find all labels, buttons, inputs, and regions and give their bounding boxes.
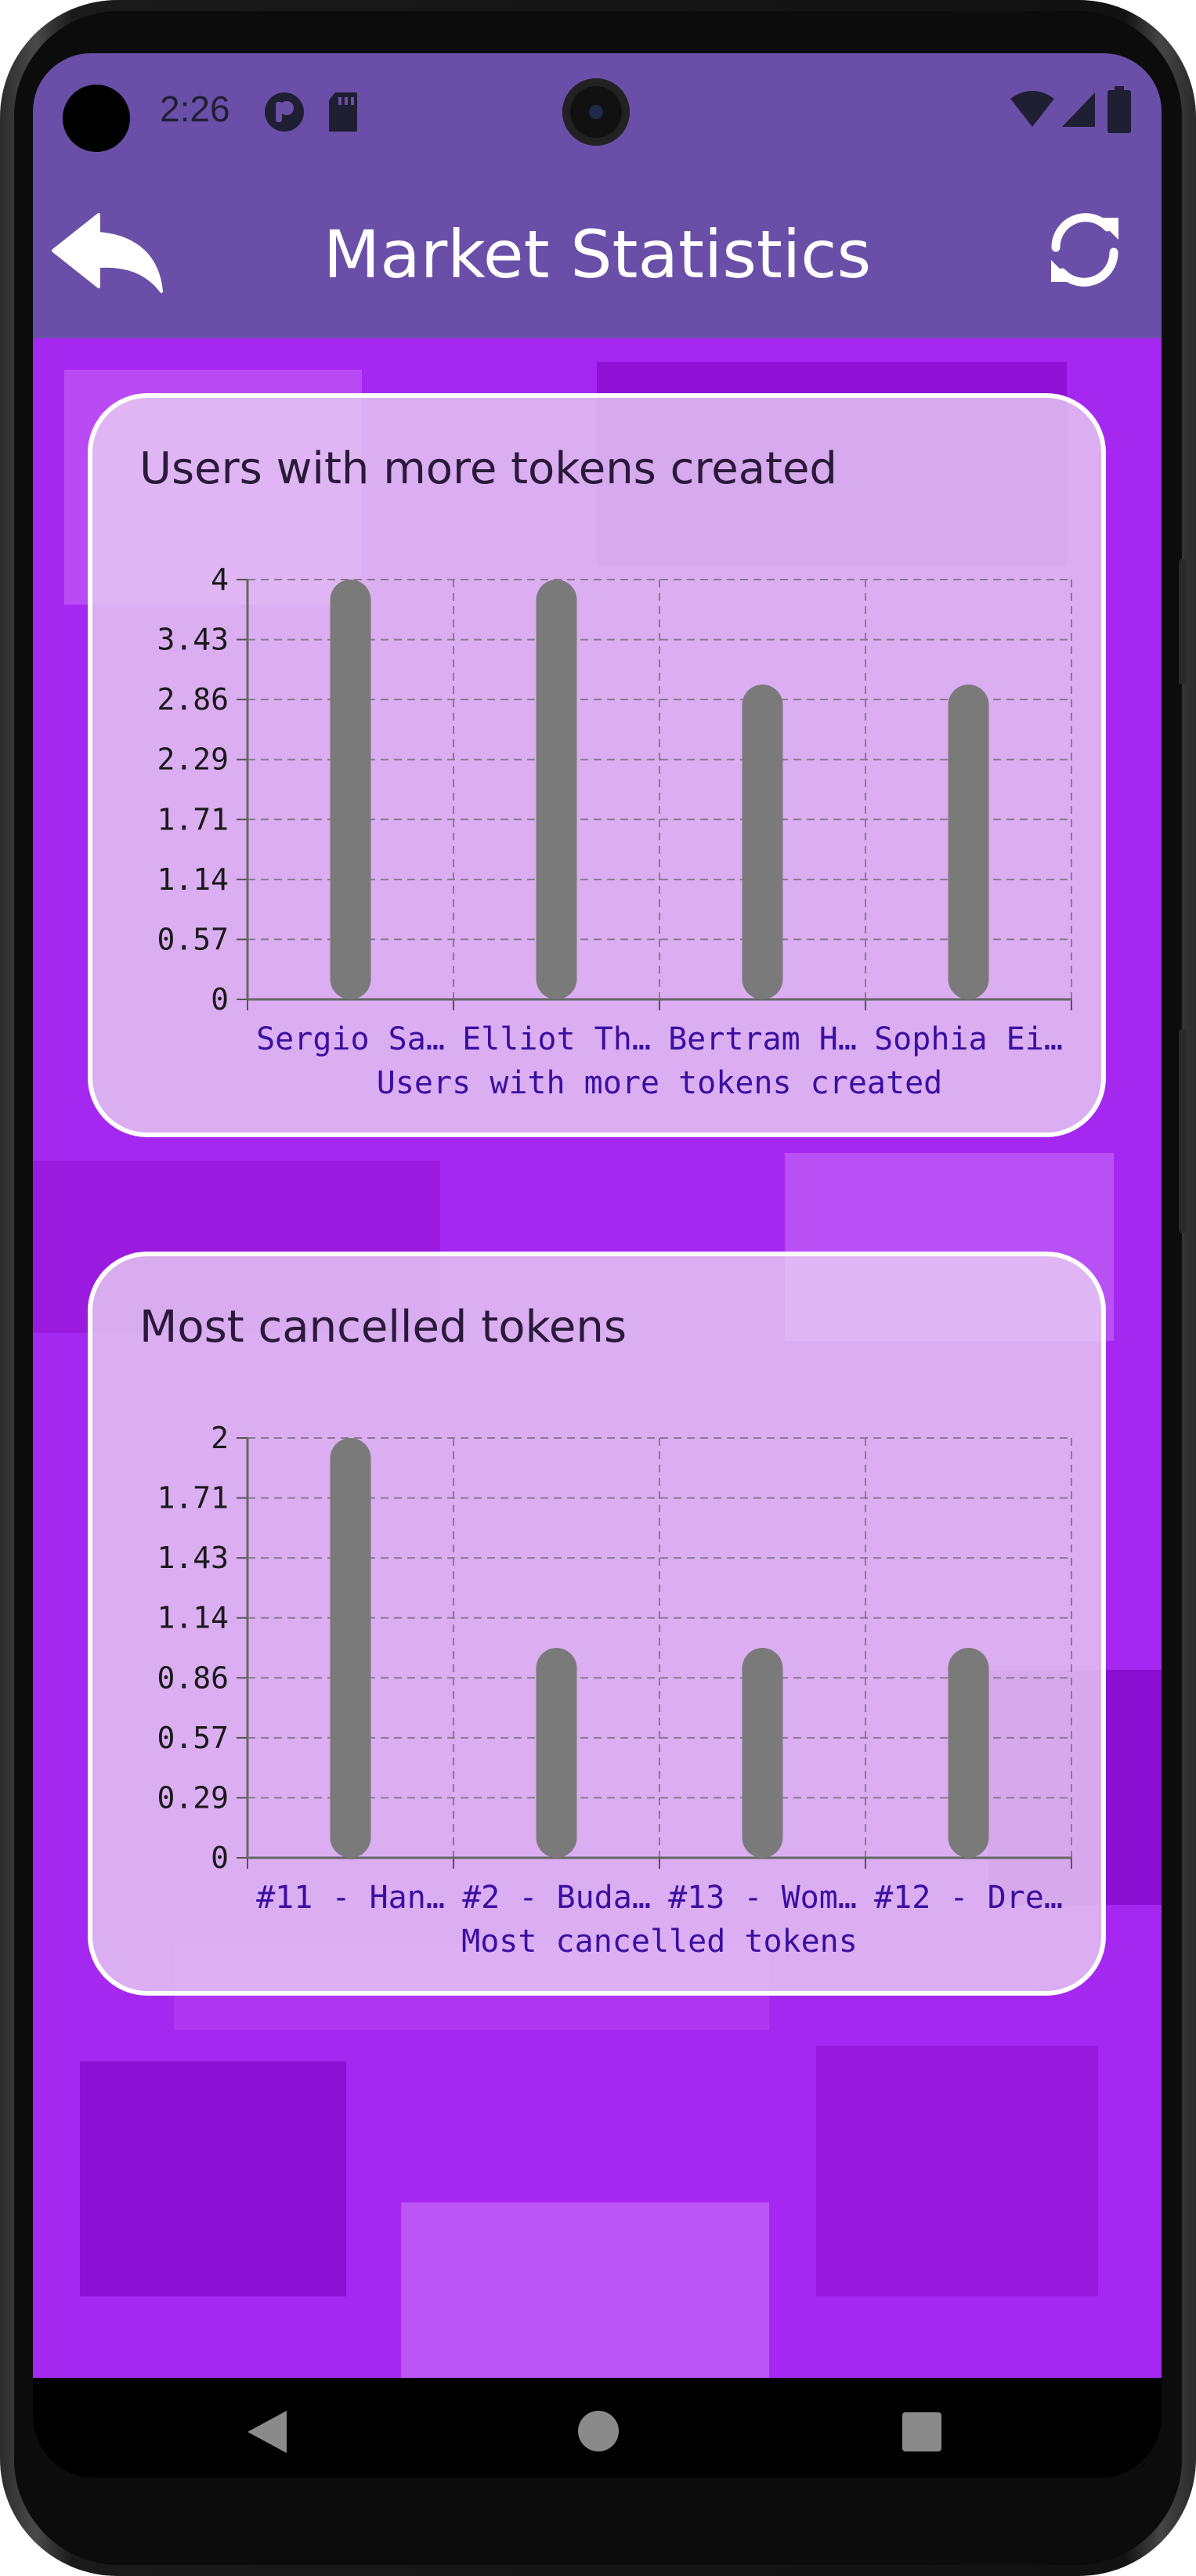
background-tile [816, 2046, 1098, 2296]
background-tile [401, 2202, 769, 2378]
y-tick-label: 0.57 [157, 922, 229, 956]
category-label: #11 - Han… [256, 1880, 445, 1916]
front-camera [562, 78, 630, 146]
y-tick-label: 1.71 [157, 1481, 229, 1516]
bar-chart-tokens-created: 4 3.43 2.86 2.29 1.71 1.14 0.57 0 Sergio Sa… Elli… [157, 562, 1072, 1101]
category-label: #12 - Dre… [874, 1880, 1063, 1916]
status-dot [63, 85, 130, 152]
bar[interactable] [330, 1438, 371, 1858]
sd-card-icon [329, 92, 357, 132]
card-title: Most cancelled tokens [139, 1302, 627, 1353]
card-title: Users with more tokens created [139, 443, 837, 494]
bar[interactable] [536, 580, 577, 999]
bar[interactable] [536, 1648, 577, 1858]
volume-button [1179, 559, 1187, 685]
y-tick-label: 1.14 [157, 862, 229, 897]
y-tick-label: 0 [211, 1841, 229, 1875]
category-label: #13 - Wom… [668, 1880, 857, 1916]
y-tick-label: 4 [211, 562, 229, 597]
chart-card-tokens-created: Users with more tokens created 4 3.43 2.86… [88, 393, 1106, 1137]
navigation-bar [33, 2378, 1162, 2478]
bar[interactable] [330, 580, 371, 999]
battery-icon [1107, 86, 1131, 133]
status-time: 2:26 [160, 89, 230, 129]
y-tick-label: 0 [211, 982, 229, 1017]
circle-badge-icon [265, 92, 304, 132]
back-arrow-icon[interactable] [50, 210, 168, 296]
bar[interactable] [742, 685, 783, 999]
x-axis-title: Most cancelled tokens [461, 1924, 858, 1960]
y-tick-label: 2 [211, 1421, 229, 1455]
back-triangle-icon[interactable] [244, 2409, 290, 2455]
refresh-icon[interactable] [1042, 207, 1128, 293]
power-button [1179, 1029, 1187, 1233]
bar-chart-cancelled-tokens: 2 1.71 1.43 1.14 0.86 0.57 0.29 0 #11 - Han… #2 -… [157, 1421, 1072, 1960]
page-title: Market Statistics [323, 216, 872, 293]
category-label: Bertram H… [668, 1021, 857, 1057]
category-label: Sophia Ei… [874, 1021, 1063, 1057]
bar[interactable] [742, 1648, 783, 1858]
y-tick-label: 0.57 [157, 1721, 229, 1755]
chart-card-cancelled-tokens: Most cancelled tokens 2 1.71 1.43 1.14 0.86 0… [88, 1252, 1106, 1996]
category-label: Sergio Sa… [256, 1021, 445, 1057]
wifi-icon [1010, 91, 1054, 127]
screen: 2:26 [33, 53, 1162, 2478]
y-tick-label: 2.29 [157, 742, 229, 777]
recents-square-icon[interactable] [901, 2411, 943, 2453]
x-axis-title: Users with more tokens created [377, 1065, 942, 1101]
y-tick-label: 0.86 [157, 1660, 229, 1695]
y-tick-label: 1.71 [157, 802, 229, 836]
y-tick-label: 1.14 [157, 1601, 229, 1635]
statistics-content[interactable]: Users with more tokens created 4 3.43 2.86… [33, 338, 1162, 2378]
bar[interactable] [948, 685, 989, 999]
y-tick-label: 1.43 [157, 1541, 229, 1575]
cell-signal-icon [1062, 92, 1095, 127]
category-label: Elliot Th… [462, 1021, 651, 1057]
y-tick-label: 0.29 [157, 1780, 229, 1815]
category-label: #2 - Buda… [462, 1880, 651, 1916]
y-tick-label: 2.86 [157, 682, 229, 717]
home-circle-icon[interactable] [576, 2409, 620, 2453]
y-tick-label: 3.43 [157, 623, 229, 657]
bar[interactable] [948, 1648, 989, 1858]
app-bar: 2:26 [33, 53, 1162, 338]
background-tile [80, 2061, 346, 2296]
